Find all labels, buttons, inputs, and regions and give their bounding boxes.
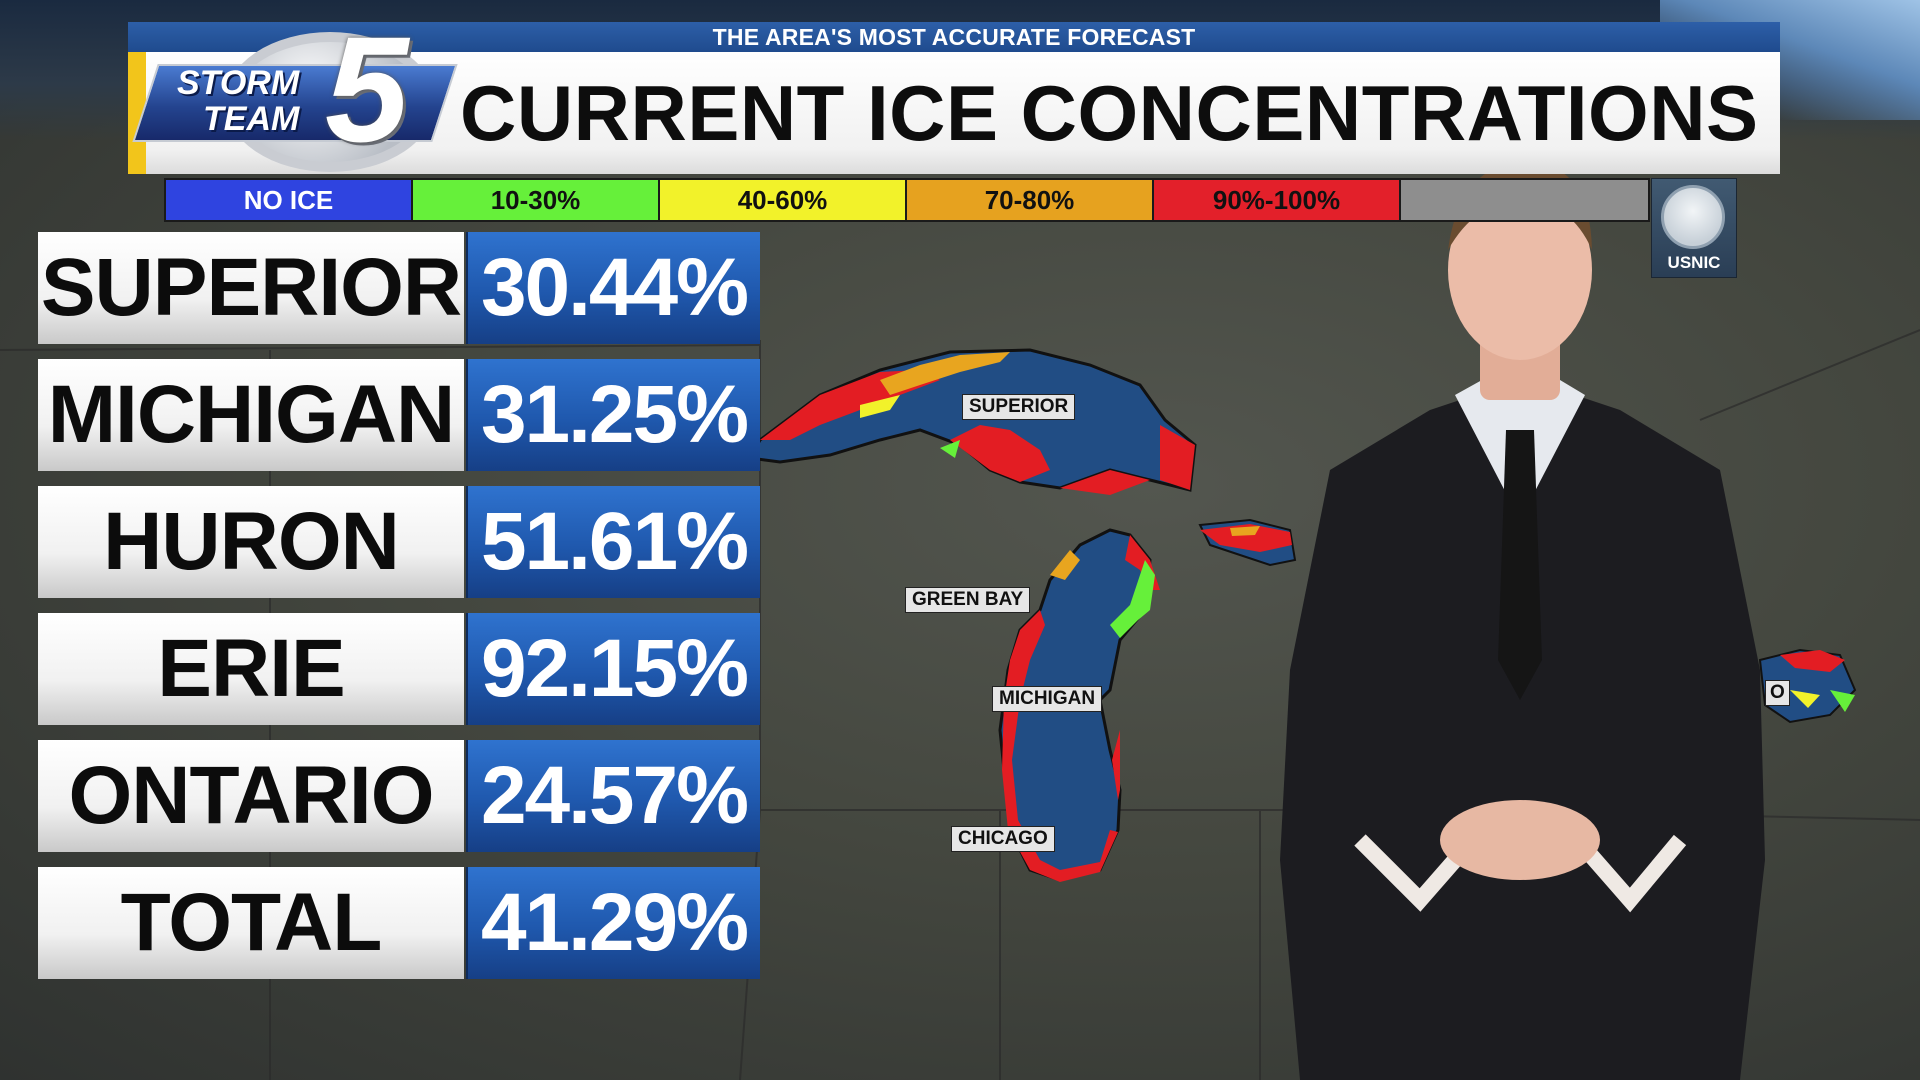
legend-70-80: 70-80% <box>907 180 1154 220</box>
lake-value: 24.57% <box>466 740 760 852</box>
logo-number: 5 <box>325 5 409 173</box>
map-label-michigan: MICHIGAN <box>992 686 1103 712</box>
lake-name: HURON <box>38 486 464 598</box>
table-row: ONTARIO 24.57% <box>38 740 760 852</box>
page-title: CURRENT ICE CONCENTRATIONS <box>460 69 1759 157</box>
usnic-emblem-icon <box>1661 185 1725 249</box>
table-row: HURON 51.61% <box>38 486 760 598</box>
map-label-ontario-partial: O <box>1765 680 1790 706</box>
banner-accent <box>128 52 146 174</box>
usnic-badge: USNIC <box>1651 178 1737 278</box>
lake-value: 92.15% <box>466 613 760 725</box>
legend-no-ice: NO ICE <box>166 180 413 220</box>
table-row: MICHIGAN 31.25% <box>38 359 760 471</box>
lake-value: 41.29% <box>466 867 760 979</box>
banner-tagline: THE AREA'S MOST ACCURATE FORECAST <box>128 22 1780 52</box>
storm-team-5-logo: 5 STORM TEAM <box>132 14 458 172</box>
logo-text-team: TEAM <box>203 100 300 138</box>
ice-legend: NO ICE 10-30% 40-60% 70-80% 90%-100% <box>164 178 1650 222</box>
lake-name: SUPERIOR <box>38 232 464 344</box>
table-row: SUPERIOR 30.44% <box>38 232 760 344</box>
map-label-chicago: CHICAGO <box>951 826 1055 852</box>
map-label-green-bay: GREEN BAY <box>905 587 1031 613</box>
logo-text-storm: STORM <box>177 64 300 102</box>
lake-name: ERIE <box>38 613 464 725</box>
map-label-superior: SUPERIOR <box>962 394 1076 420</box>
lake-name: TOTAL <box>38 867 464 979</box>
legend-10-30: 10-30% <box>413 180 660 220</box>
lake-value: 31.25% <box>466 359 760 471</box>
table-row: TOTAL 41.29% <box>38 867 760 979</box>
legend-90-100: 90%-100% <box>1154 180 1401 220</box>
table-row: ERIE 92.15% <box>38 613 760 725</box>
lake-value: 30.44% <box>466 232 760 344</box>
legend-gray <box>1401 180 1648 220</box>
meteorologist-presenter <box>1280 161 1765 1080</box>
legend-40-60: 40-60% <box>660 180 907 220</box>
lake-value: 51.61% <box>466 486 760 598</box>
lake-name: MICHIGAN <box>38 359 464 471</box>
usnic-label: USNIC <box>1667 253 1721 272</box>
lake-name: ONTARIO <box>38 740 464 852</box>
